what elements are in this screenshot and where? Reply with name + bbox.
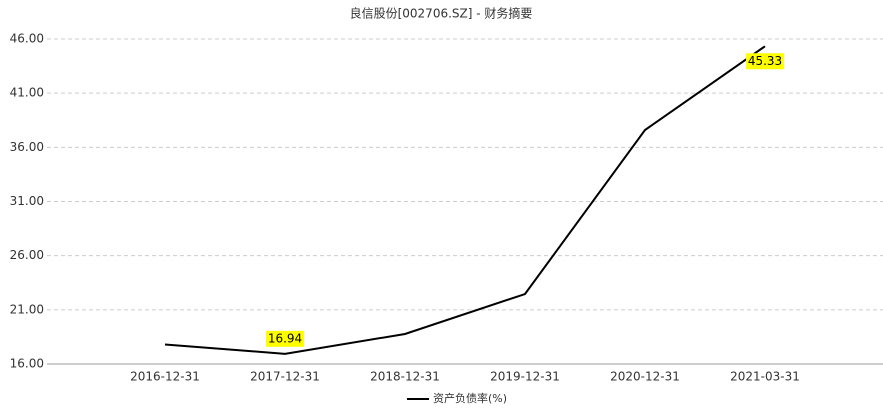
x-tick-label: 2019-12-31	[490, 370, 560, 384]
x-tick-label: 2020-12-31	[610, 370, 680, 384]
x-tick-label: 2017-12-31	[250, 370, 320, 384]
value-label-text: 16.94	[268, 331, 302, 345]
y-tick-label: 16.00	[10, 357, 44, 371]
y-tick-label: 46.00	[10, 32, 44, 46]
y-tick-label: 36.00	[10, 140, 44, 154]
value-label: 45.33	[746, 53, 784, 70]
value-label: 16.94	[266, 330, 304, 347]
value-label-text: 45.33	[748, 54, 782, 68]
x-tick-label: 2016-12-31	[130, 370, 200, 384]
y-tick-label: 26.00	[10, 248, 44, 262]
y-tick-label: 41.00	[10, 86, 44, 100]
y-tick-label: 21.00	[10, 302, 44, 316]
chart-title: 良信股份[002706.SZ] - 财务摘要	[350, 6, 533, 21]
y-tick-label: 31.00	[10, 194, 44, 208]
value-label-bg	[746, 53, 784, 70]
value-label-bg	[266, 330, 304, 347]
data-line	[164, 45, 766, 355]
legend-label: 资产负债率(%)	[433, 391, 507, 405]
x-tick-label: 2018-12-31	[370, 370, 440, 384]
x-tick-label: 2021-03-31	[730, 370, 800, 384]
